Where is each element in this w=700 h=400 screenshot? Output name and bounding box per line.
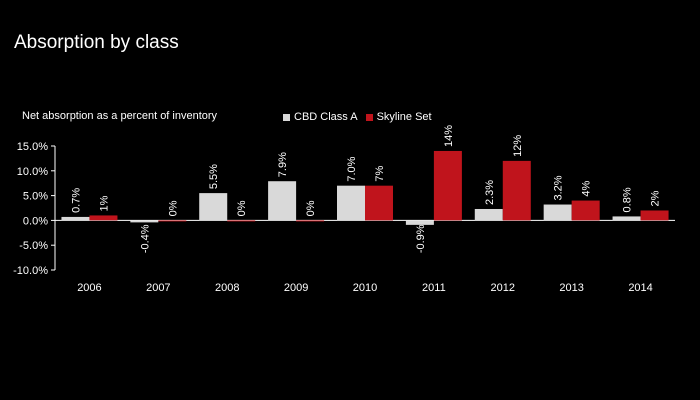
data-label: 0%: [305, 200, 317, 216]
bar-cbd-class-a: [61, 216, 90, 221]
data-label: 0%: [167, 200, 179, 216]
y-tick-label: 10.0%: [17, 166, 48, 178]
bar-cbd-class-a: [405, 220, 434, 225]
data-label: 0.7%: [70, 188, 82, 213]
data-label: -0.4%: [139, 224, 151, 253]
data-label: 14%: [443, 125, 455, 147]
page-title: Absorption by class: [14, 32, 179, 53]
y-tick-label: -10.0%: [13, 265, 48, 277]
x-tick-label: 2008: [215, 282, 239, 294]
x-tick-label: 2012: [491, 282, 515, 294]
legend-item-skyline-set: Skyline Set: [365, 111, 432, 123]
bar-cbd-class-a: [337, 185, 365, 221]
bar-skyline-set: [433, 150, 462, 221]
data-label: 3.2%: [553, 175, 565, 200]
data-label: 7.9%: [277, 152, 289, 177]
x-tick-label: 2006: [77, 282, 101, 294]
y-tick-label: 15.0%: [17, 141, 48, 153]
bar-skyline-set: [227, 220, 256, 222]
data-label: 5.5%: [208, 164, 220, 189]
legend-swatch-cbd-class-a: [283, 113, 290, 121]
data-label: 7.0%: [346, 156, 358, 181]
chart-legend: CBD Class A Skyline Set: [283, 111, 440, 123]
bar-cbd-class-a: [130, 220, 159, 223]
x-tick-label: 2014: [628, 282, 652, 294]
x-tick-label: 2013: [559, 282, 583, 294]
bar-skyline-set: [296, 220, 325, 222]
data-label: 1%: [98, 195, 110, 211]
bar-cbd-class-a: [612, 216, 641, 221]
legend-item-cbd-class-a: CBD Class A: [283, 111, 358, 123]
x-tick-label: 2011: [422, 282, 446, 294]
y-tick-label: 0.0%: [23, 215, 48, 227]
data-label: 4%: [581, 180, 593, 196]
data-label: 2.3%: [484, 180, 496, 205]
bar-cbd-class-a: [199, 193, 228, 221]
data-label: 0.8%: [622, 187, 634, 212]
bar-cbd-class-a: [268, 181, 297, 221]
y-tick-label: 5.0%: [23, 191, 48, 203]
y-axis-label: Net absorption as a percent of inventory: [22, 110, 218, 122]
bar-skyline-set: [158, 220, 187, 222]
legend-swatch-skyline-set: [365, 113, 373, 121]
bar-cbd-class-a: [543, 204, 572, 221]
legend-label-cbd-class-a: CBD Class A: [294, 111, 358, 123]
bar-skyline-set: [571, 200, 600, 221]
data-label: 12%: [512, 135, 524, 157]
data-label: 2%: [650, 190, 662, 206]
bar-skyline-set: [365, 185, 393, 221]
data-label: -0.9%: [415, 224, 427, 253]
data-label: 7%: [374, 166, 386, 182]
x-tick-label: 2009: [284, 282, 308, 294]
bar-skyline-set: [640, 210, 669, 221]
x-tick-label: 2007: [146, 282, 170, 294]
data-label: 0%: [236, 200, 248, 216]
bar-skyline-set: [89, 215, 118, 221]
bar-cbd-class-a: [474, 208, 503, 221]
bar-skyline-set: [502, 160, 531, 221]
legend-label-skyline-set: Skyline Set: [376, 111, 432, 123]
x-tick-label: 2010: [353, 282, 377, 294]
y-tick-label: -5.0%: [19, 240, 48, 252]
